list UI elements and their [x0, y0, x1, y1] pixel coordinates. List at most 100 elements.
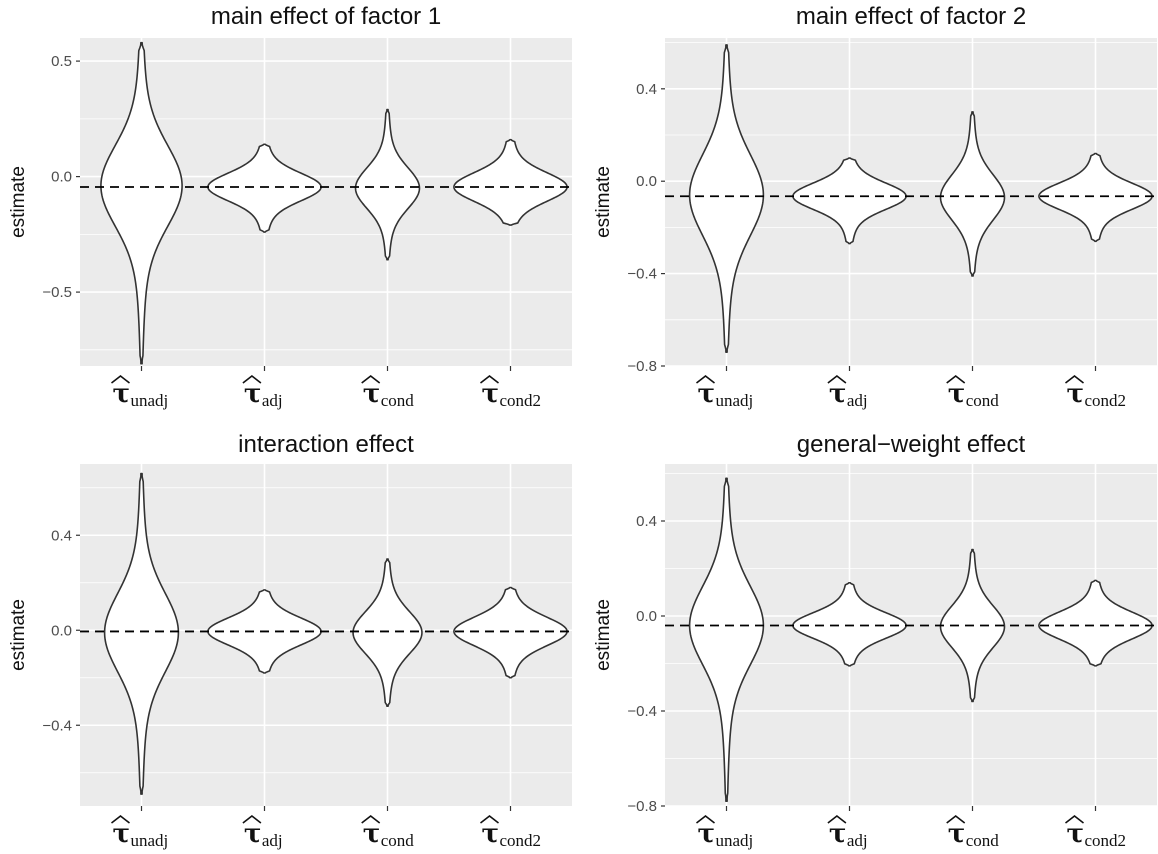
chart-svg: 0.40.0−0.4τ unadj τ adj τ cond τ cond2interacti…: [8, 431, 572, 850]
category-symbol: τ: [113, 379, 131, 409]
category-label: τ unadj: [696, 374, 754, 410]
y-tick-label: 0.4: [636, 81, 657, 98]
hat-accent: [111, 814, 130, 824]
category-subscript: adj: [847, 391, 868, 410]
category-label: τ cond: [946, 814, 1000, 850]
y-axis-label: estimate: [593, 599, 614, 671]
hat-accent: [946, 374, 966, 384]
category-label: τ adj: [242, 374, 283, 410]
category-subscript: cond2: [500, 391, 542, 410]
hat-accent: [242, 374, 262, 384]
category-subscript: unadj: [131, 391, 169, 410]
category-subscript: adj: [262, 391, 283, 410]
category-label: τ cond2: [480, 814, 542, 850]
violin-4: [453, 138, 568, 226]
category-symbol: τ: [363, 379, 381, 409]
category-label: τ cond: [946, 374, 1000, 410]
violin-1: [688, 477, 765, 803]
hat-accent: [1065, 814, 1084, 824]
y-axis-label: estimate: [8, 599, 29, 671]
violin-3: [352, 558, 423, 708]
category-subscript: cond: [966, 391, 1000, 410]
category-symbol: τ: [113, 819, 131, 849]
chart-svg: 0.40.0−0.4−0.8τ unadj τ adj τ cond τ cond2main …: [593, 3, 1157, 410]
category-symbol: τ: [482, 379, 500, 409]
category-symbol: τ: [829, 379, 847, 409]
category-label: τ cond2: [1065, 374, 1127, 410]
violin-3: [354, 108, 421, 261]
category-symbol: τ: [244, 379, 262, 409]
category-subscript: cond: [381, 831, 415, 850]
y-axis-label: estimate: [593, 166, 614, 238]
hat-accent: [361, 814, 381, 824]
y-tick-label: 0.4: [636, 513, 657, 530]
violin-2: [207, 143, 322, 233]
hat-accent: [1065, 374, 1084, 384]
hat-accent: [696, 814, 715, 824]
y-tick-label: −0.5: [42, 284, 72, 301]
category-subscript: cond2: [1085, 831, 1127, 850]
violin-4: [1038, 152, 1153, 243]
category-label: τ unadj: [696, 814, 754, 850]
y-tick-label: 0.5: [51, 53, 72, 70]
category-symbol: τ: [948, 819, 966, 849]
category-symbol: τ: [1067, 379, 1085, 409]
chart-title: main effect of factor 2: [796, 3, 1026, 30]
category-symbol: τ: [698, 379, 716, 409]
hat-accent: [242, 814, 262, 824]
y-tick-label: −0.8: [627, 798, 657, 815]
category-subscript: adj: [262, 831, 283, 850]
category-subscript: cond2: [500, 831, 542, 850]
y-tick-label: −0.4: [627, 266, 657, 283]
y-axis-label: estimate: [8, 166, 29, 238]
category-label: τ adj: [827, 814, 868, 850]
category-subscript: unadj: [716, 831, 754, 850]
y-tick-label: −0.8: [627, 358, 657, 375]
category-label: τ unadj: [111, 814, 169, 850]
category-label: τ adj: [242, 814, 283, 850]
category-subscript: cond: [381, 391, 415, 410]
violin-2: [792, 581, 907, 667]
category-symbol: τ: [482, 819, 500, 849]
category-symbol: τ: [244, 819, 262, 849]
category-symbol: τ: [363, 819, 381, 849]
y-tick-label: 0.0: [636, 173, 657, 190]
violin-4: [453, 586, 568, 679]
chart-title: general−weight effect: [797, 431, 1026, 458]
category-symbol: τ: [698, 819, 716, 849]
violin-1: [103, 472, 180, 795]
category-symbol: τ: [948, 379, 966, 409]
violin-2: [792, 157, 907, 245]
chart-title: interaction effect: [238, 431, 414, 458]
category-subscript: adj: [847, 831, 868, 850]
hat-accent: [111, 374, 130, 384]
y-tick-label: −0.4: [42, 717, 72, 734]
category-label: τ cond: [361, 814, 415, 850]
y-tick-label: 0.0: [51, 169, 72, 186]
category-symbol: τ: [829, 819, 847, 849]
chart-panel-2: 0.4 0.0 −0.4 −0.8 τ unadj τ adj τ cond τ cond2 main …: [585, 0, 1158, 426]
category-subscript: unadj: [716, 391, 754, 410]
violin-4: [1038, 579, 1153, 667]
hat-accent: [696, 374, 715, 384]
category-symbol: τ: [1067, 819, 1085, 849]
chart-panel-3: 0.4 0.0 −0.4 τ unadj τ adj τ cond τ cond2 interacti…: [0, 428, 579, 854]
violin-1: [100, 41, 183, 365]
category-label: τ cond2: [1065, 814, 1127, 850]
y-tick-label: 0.0: [636, 608, 657, 625]
chart-svg: 0.40.0−0.4−0.8τ unadj τ adj τ cond τ cond2gener…: [593, 431, 1157, 850]
hat-accent: [827, 374, 847, 384]
category-subscript: cond: [966, 831, 1000, 850]
category-subscript: unadj: [131, 831, 169, 850]
y-tick-label: 0.4: [51, 527, 72, 544]
category-subscript: cond2: [1085, 391, 1127, 410]
hat-accent: [480, 814, 499, 824]
category-label: τ cond: [361, 374, 415, 410]
y-tick-label: 0.0: [51, 622, 72, 639]
hat-accent: [361, 374, 381, 384]
category-label: τ adj: [827, 374, 868, 410]
hat-accent: [827, 814, 847, 824]
chart-title: main effect of factor 1: [211, 3, 441, 30]
category-label: τ unadj: [111, 374, 169, 410]
